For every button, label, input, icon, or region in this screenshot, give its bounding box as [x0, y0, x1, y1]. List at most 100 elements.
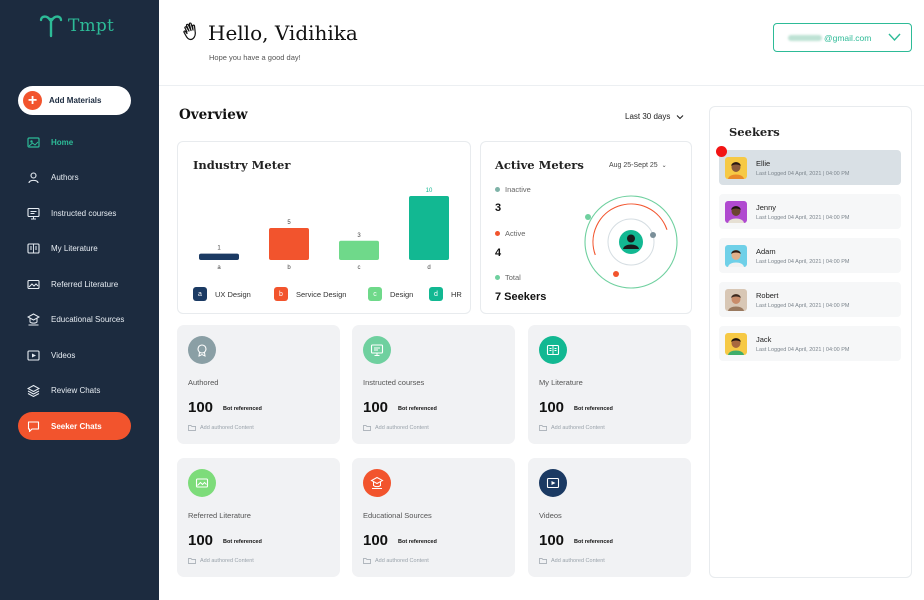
- tile-ref-label: Bot referenced: [398, 406, 437, 412]
- add-content-link[interactable]: Add authored Content: [363, 558, 429, 564]
- logo[interactable]: Tmpt: [38, 14, 114, 38]
- tile-ref-label: Bot referenced: [574, 406, 613, 412]
- total-label-row: Total: [495, 273, 521, 282]
- header: Hello, Vidihika Hope you have a good day…: [159, 0, 924, 86]
- date-range-label: Aug 25-Sept 25: [609, 162, 658, 169]
- period-select[interactable]: Last 30 days: [625, 112, 684, 121]
- industry-meter-title: Industry Meter: [193, 158, 291, 172]
- avatar: [725, 332, 747, 355]
- seeker-last-logged: Last Logged 04 April, 2021 | 04:00 PM: [756, 346, 850, 353]
- sidebar-item-my-literature[interactable]: My Literature: [18, 234, 131, 262]
- bar-c: [339, 240, 379, 260]
- seeker-last-logged: Last Logged 04 April, 2021 | 04:00 PM: [756, 170, 850, 177]
- overview-title: Overview: [179, 107, 248, 123]
- greeting-title: Hello, Vidihika: [208, 21, 358, 45]
- industry-meter-card: Industry Meter 1 a 5 b 3 c 10 d a UX Design b S…: [177, 141, 471, 314]
- legend-label: HR: [451, 289, 462, 299]
- legend-label: Service Design: [296, 289, 347, 299]
- bar-a: [199, 253, 239, 260]
- waving-hand-icon: [183, 22, 196, 41]
- logo-text: Tmpt: [68, 16, 114, 36]
- sidebar-item-educational-sources[interactable]: Educational Sources: [18, 305, 131, 333]
- seeker-item[interactable]: Jenny Last Logged 04 April, 2021 | 04:00 …: [719, 194, 901, 229]
- seeker-name: Jack: [756, 334, 772, 344]
- sources-icon: [363, 469, 391, 497]
- stat-tile-educational-sources[interactable]: Educational Sources 100 Bot referenced A…: [352, 458, 515, 577]
- inactive-label: Inactive: [505, 185, 531, 194]
- sidebar-item-label: Authors: [51, 172, 79, 182]
- sidebar-item-authors[interactable]: Authors: [18, 163, 131, 191]
- stat-tile-videos[interactable]: Videos 100 Bot referenced Add authored C…: [528, 458, 691, 577]
- seeker-text: Ellie Last Logged 04 April, 2021 | 04:00 …: [756, 159, 849, 177]
- active-dot-icon: [495, 231, 500, 236]
- industry-bar-chart: 1 a 5 b 3 c 10 d: [199, 188, 449, 271]
- add-materials-button[interactable]: + Add Materials: [18, 86, 131, 115]
- total-label: Total: [505, 273, 521, 282]
- stat-tile-authored[interactable]: Authored 100 Bot referenced Add authored…: [177, 325, 340, 444]
- bar-category-label: b: [287, 265, 291, 271]
- seeker-item[interactable]: Adam Last Logged 04 April, 2021 | 04:00 P…: [719, 238, 901, 273]
- plus-icon: +: [23, 91, 42, 110]
- referred-icon: [27, 279, 40, 289]
- sidebar-item-label: Referred Literature: [51, 279, 119, 289]
- tile-value: 100: [188, 532, 214, 549]
- video-icon: [27, 349, 40, 361]
- stat-tile-referred-literature[interactable]: Referred Literature 100 Bot referenced A…: [177, 458, 340, 577]
- authors-icon: [28, 171, 39, 183]
- tile-value: 100: [363, 399, 389, 416]
- stat-tile-my-literature[interactable]: My Literature 100 Bot referenced Add aut…: [528, 325, 691, 444]
- seeker-item[interactable]: Jack Last Logged 04 April, 2021 | 04:00 P…: [719, 326, 901, 361]
- tile-value: 100: [539, 399, 565, 416]
- stat-tile-instructed-courses[interactable]: Instructed courses 100 Bot referenced Ad…: [352, 325, 515, 444]
- inactive-value: 3: [495, 202, 502, 214]
- sidebar-item-home[interactable]: Home: [18, 128, 131, 156]
- bar-category-label: c: [358, 265, 361, 271]
- legend-item: b Service Design: [274, 287, 346, 301]
- add-content-label: Add authored Content: [551, 558, 605, 564]
- total-value: 7 Seekers: [495, 291, 547, 303]
- sidebar-item-review-chats[interactable]: Review Chats: [18, 376, 131, 404]
- legend-item: a UX Design: [193, 287, 251, 301]
- legend-label: UX Design: [215, 289, 251, 299]
- add-content-link[interactable]: Add authored Content: [188, 558, 254, 564]
- tile-label: Instructed courses: [363, 378, 425, 387]
- seeker-name: Ellie: [756, 158, 771, 168]
- sidebar-item-label: Home: [51, 137, 74, 147]
- sidebar-item-referred-literature[interactable]: Referred Literature: [18, 270, 131, 298]
- add-content-link[interactable]: Add authored Content: [188, 425, 254, 431]
- seeker-text: Jenny Last Logged 04 April, 2021 | 04:00 …: [756, 203, 849, 221]
- courses-icon: [363, 336, 391, 364]
- chevron-down-icon: ⌄: [661, 163, 667, 169]
- folder-icon: [363, 425, 371, 431]
- bar-value-label: 10: [426, 188, 433, 194]
- sidebar-item-label: Instructed courses: [51, 208, 117, 218]
- seeker-name: Jenny: [756, 202, 777, 212]
- active-value: 4: [495, 247, 502, 259]
- add-content-link[interactable]: Add authored Content: [539, 558, 605, 564]
- tile-value: 100: [363, 532, 389, 549]
- sidebar-item-label: Seeker Chats: [51, 421, 102, 431]
- seeker-name: Adam: [756, 246, 776, 256]
- sidebar-item-seeker-chats[interactable]: Seeker Chats: [18, 412, 131, 440]
- period-label: Last 30 days: [625, 112, 671, 121]
- seeker-name: Robert: [756, 290, 779, 300]
- add-content-link[interactable]: Add authored Content: [363, 425, 429, 431]
- account-dropdown[interactable]: @gmail.com: [773, 23, 912, 52]
- folder-icon: [539, 425, 547, 431]
- avatar: [725, 156, 747, 179]
- sidebar-item-instructed-courses[interactable]: Instructed courses: [18, 199, 131, 227]
- seeker-item[interactable]: Robert Last Logged 04 April, 2021 | 04:00…: [719, 282, 901, 317]
- tile-ref-label: Bot referenced: [574, 539, 613, 545]
- seeker-item[interactable]: Ellie Last Logged 04 April, 2021 | 04:00 …: [719, 150, 901, 185]
- legend-label: Design: [390, 289, 414, 299]
- sidebar-item-videos[interactable]: Videos: [18, 341, 131, 369]
- tile-label: My Literature: [539, 378, 583, 387]
- date-range-select[interactable]: Aug 25-Sept 25 ⌄: [609, 162, 667, 169]
- bar-value-label: 3: [357, 233, 361, 239]
- literature-icon: [27, 242, 40, 254]
- bar-d: [409, 196, 449, 260]
- add-content-link[interactable]: Add authored Content: [539, 425, 605, 431]
- avatar: [725, 288, 747, 311]
- add-content-label: Add authored Content: [551, 425, 605, 431]
- seeker-last-logged: Last Logged 04 April, 2021 | 04:00 PM: [756, 258, 850, 265]
